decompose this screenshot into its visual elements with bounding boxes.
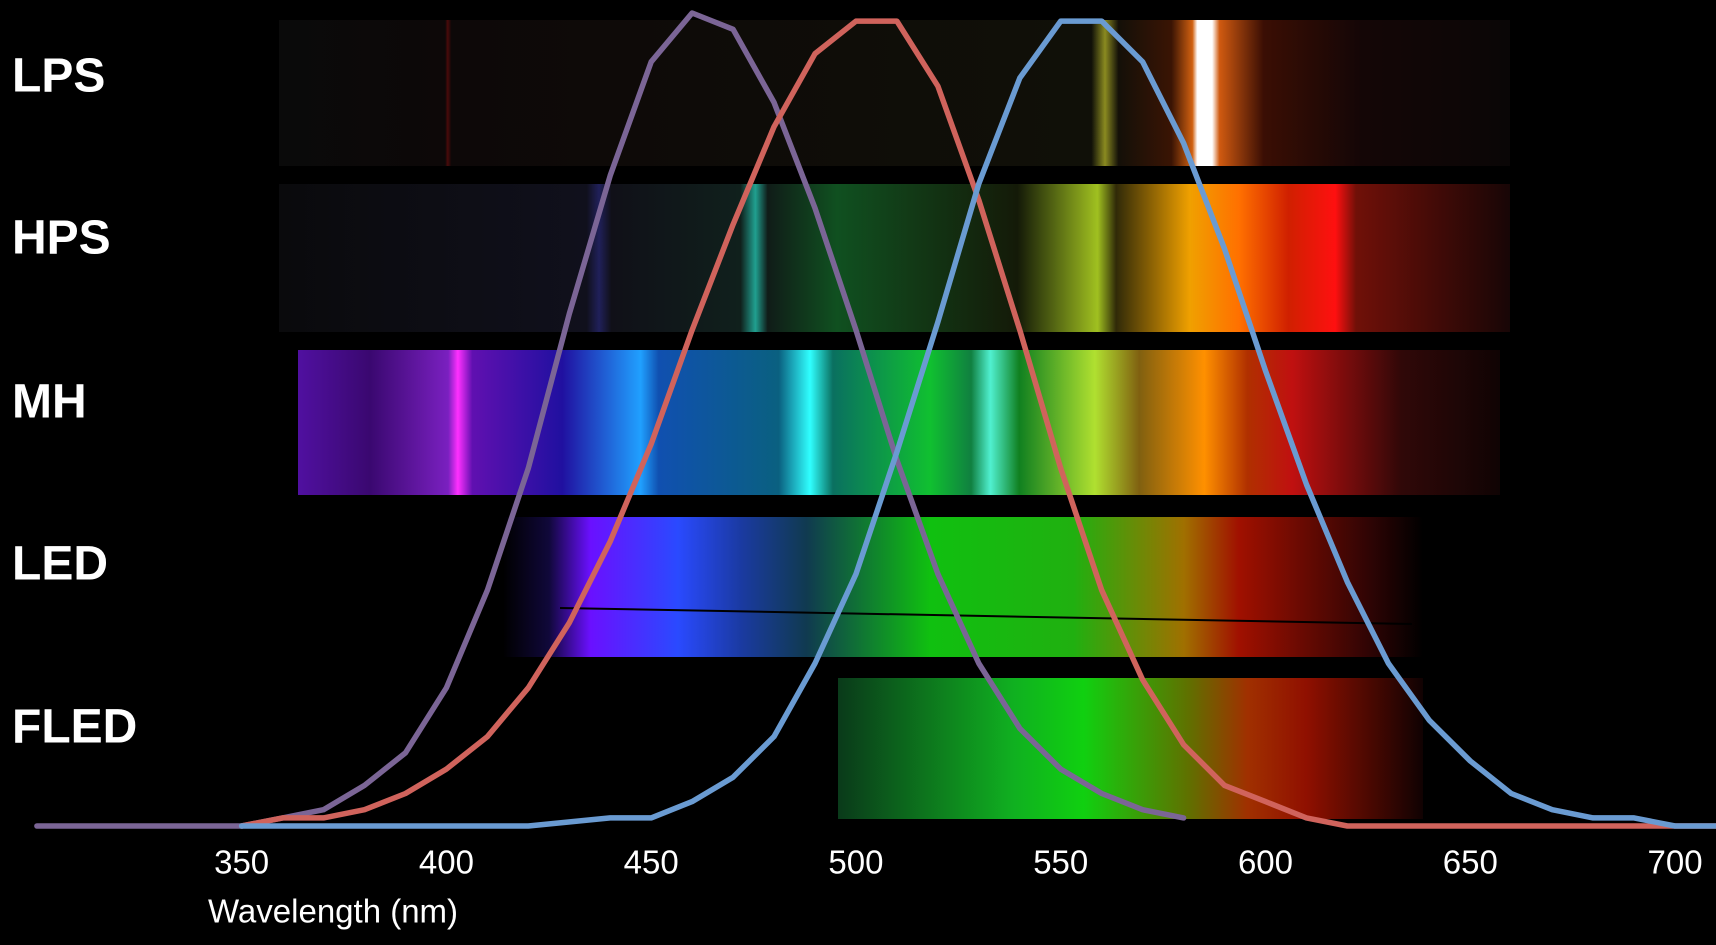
x-tick-label: 500 xyxy=(828,844,883,881)
led-spectrum xyxy=(503,517,1423,657)
x-tick-label: 550 xyxy=(1033,844,1088,881)
spectra xyxy=(279,20,1510,819)
hps-spectrum xyxy=(279,184,1510,332)
led-line xyxy=(559,607,1413,625)
sensitivity-curve xyxy=(238,18,1716,829)
x-tick-label: 650 xyxy=(1443,844,1498,881)
x-tick-label: 450 xyxy=(624,844,679,881)
row-label: LED xyxy=(12,538,108,591)
x-tick-label: 350 xyxy=(214,844,269,881)
row-label: LPS xyxy=(12,50,105,103)
sensitivity-curve xyxy=(238,18,1716,829)
row-label: MH xyxy=(12,376,87,429)
fled-spectrum xyxy=(838,678,1423,819)
x-tick-label: 700 xyxy=(1648,844,1703,881)
x-tick-label: 600 xyxy=(1238,844,1293,881)
x-tick-label: 400 xyxy=(419,844,474,881)
lps-spectrum xyxy=(279,20,1510,166)
row-label: FLED xyxy=(12,701,137,754)
sensitivity-curve xyxy=(34,10,1187,829)
x-axis-label: Wavelength (nm) xyxy=(208,893,458,930)
row-label: HPS xyxy=(12,212,111,265)
